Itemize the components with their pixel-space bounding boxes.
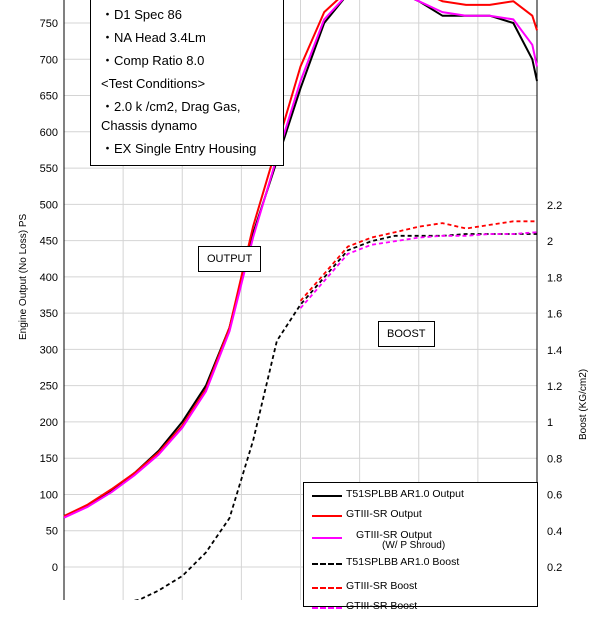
left-tick-label: 600 (40, 127, 58, 139)
left-tick-label: 400 (40, 272, 58, 284)
left-tick-label: 150 (40, 453, 58, 465)
left-tick-label: 650 (40, 91, 58, 103)
right-tick-label: 0.6 (547, 490, 562, 502)
legend-item: GTIII-SR Boost (304, 597, 539, 619)
legend-item: GTIII-SR Boost (304, 577, 539, 599)
legend-label: GTIII-SR Boost (346, 600, 418, 612)
left-tick-label: 100 (40, 489, 58, 501)
note-line: ・D1 Spec 86 (101, 7, 182, 22)
legend-label: GTIII-SR Output (346, 508, 422, 520)
left-tick-label: 700 (40, 54, 58, 66)
left-tick-label: 500 (40, 199, 58, 211)
series-line-2 (63, 0, 538, 519)
note-line: ・NA Head 3.4Lm (101, 30, 206, 45)
left-tick-label: 0 (52, 562, 58, 574)
legend-item: GTIII-SR Output (304, 505, 539, 527)
note-line: ・2.0 k /cm2, Drag Gas, (101, 99, 241, 114)
right-tick-label: 1.8 (547, 272, 562, 284)
right-tick-label: 2 (547, 236, 553, 248)
left-tick-label: 200 (40, 417, 58, 429)
legend-label: T51SPLBB AR1.0 Output (346, 488, 464, 500)
legend-label: GTIII-SR Boost (346, 580, 418, 592)
note-line: <Test Conditions> (101, 76, 206, 91)
right-tick-label: 0.8 (547, 453, 562, 465)
left-tick-label: 450 (40, 236, 58, 248)
note-line: ・Comp Ratio 8.0 (101, 53, 205, 68)
left-tick-label: 350 (40, 308, 58, 320)
right-tick-label: 2.2 (547, 200, 562, 212)
legend: T51SPLBB AR1.0 Output GTIII-SR Output GT… (303, 482, 539, 612)
right-axis-title: Boost (KG/cm2) (578, 369, 589, 440)
legend-swatch (312, 587, 342, 589)
legend-label: GTIII-SR Output (356, 529, 432, 541)
legend-swatch (312, 495, 342, 497)
left-tick-label: 250 (40, 381, 58, 393)
right-tick-label: 1.4 (547, 345, 562, 357)
left-tick-label: 50 (46, 526, 58, 538)
right-tick-label: 1.2 (547, 381, 562, 393)
right-tick-label: 0.4 (547, 526, 562, 538)
legend-label: T51SPLBB AR1.0 Boost (346, 556, 460, 568)
legend-item: T51SPLBB AR1.0 Boost (304, 553, 539, 575)
series-line-3 (132, 233, 537, 600)
legend-swatch (312, 607, 342, 609)
note-line: Chassis dynamo (101, 118, 198, 133)
note-line: ・EX Single Entry Housing (101, 141, 257, 156)
right-axis-ticks: 0.2 0.4 0.6 0.8 1 1.2 1.4 1.6 1.8 2 2.2 (547, 200, 562, 574)
left-tick-label: 550 (40, 163, 58, 175)
legend-swatch (312, 537, 342, 539)
left-axis-ticks: 0 50 100 150 200 250 300 350 400 450 500 550 600 650 7… (40, 18, 58, 574)
output-tag: OUTPUT (198, 246, 262, 272)
right-tick-label: 1 (547, 417, 553, 429)
series-line-5 (299, 231, 538, 309)
legend-swatch (312, 563, 342, 565)
left-tick-label: 750 (40, 18, 58, 30)
series-line-4 (299, 220, 537, 302)
series-line-1 (63, 0, 538, 518)
legend-sublabel: (W/ P Shroud) (382, 540, 446, 551)
left-axis-title: Engine Output (No Loss) PS (18, 213, 29, 340)
legend-item: T51SPLBB AR1.0 Output (304, 485, 539, 507)
series-lines (63, 0, 538, 600)
right-tick-label: 1.6 (547, 309, 562, 321)
test-notes-box: ・D1 Spec 86 ・NA Head 3.4Lm ・Comp Ratio 8… (90, 0, 284, 166)
right-tick-label: 0.2 (547, 562, 562, 574)
left-tick-label: 300 (40, 344, 58, 356)
legend-swatch (312, 515, 342, 517)
boost-tag: BOOST (378, 321, 435, 347)
legend-item: GTIII-SR Output (W/ P Shroud) (304, 527, 539, 551)
